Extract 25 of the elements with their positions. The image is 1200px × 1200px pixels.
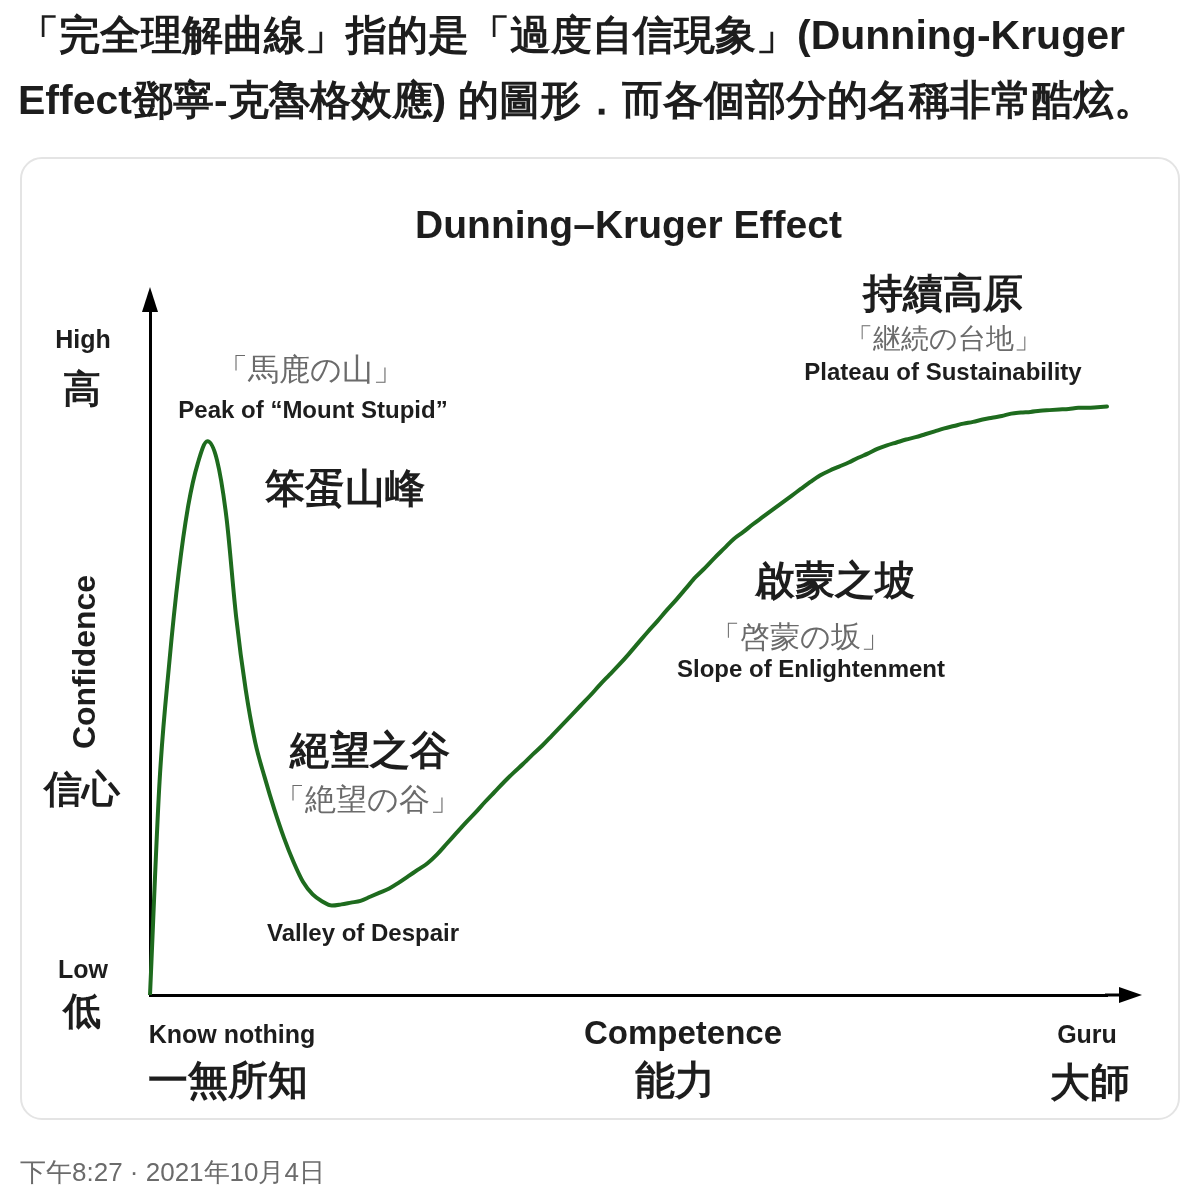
- x-axis-title: Competence 能力: [583, 1013, 783, 1102]
- annotation: Valley of Despair: [266, 918, 460, 947]
- chart-title: Dunning–Kruger Effect: [415, 203, 842, 247]
- y-axis-title: Confidence 信心: [44, 574, 120, 811]
- text: Know nothing: [148, 1020, 316, 1049]
- text: 「馬鹿の山」: [216, 351, 404, 388]
- text: 持續高原: [863, 271, 1023, 315]
- annotation: Slope of Enlightenment: [677, 654, 945, 683]
- text: High: [55, 325, 111, 354]
- text: 低: [63, 990, 101, 1033]
- text: 「継続の台地」: [844, 322, 1042, 355]
- text: 高: [63, 368, 101, 411]
- annotation: 「啓蒙の坂」: [709, 619, 891, 653]
- annotation: Peak of “Mount Stupid”: [178, 395, 448, 424]
- text: 「完全理解曲線」指的是「過度自信現象」(Dunning-Kruger Effect鄧寧-克魯格效應) 的圖形．而各個部分的名稱非常酷炫。: [18, 11, 1156, 125]
- text: Guru: [1057, 1020, 1117, 1049]
- text: 下午8:27 · 2021年10月4日: [20, 1156, 325, 1187]
- text: 大師: [1050, 1060, 1130, 1104]
- text: 一無所知: [148, 1058, 308, 1102]
- text: Low: [58, 955, 108, 984]
- annotation: 啟蒙之坡: [755, 558, 915, 602]
- annotation: 「絶望の谷」: [273, 781, 461, 818]
- annotation: 絕望之谷: [290, 728, 450, 772]
- annotation: 笨蛋山峰: [265, 466, 425, 510]
- text: Plateau of Sustainability: [804, 357, 1082, 386]
